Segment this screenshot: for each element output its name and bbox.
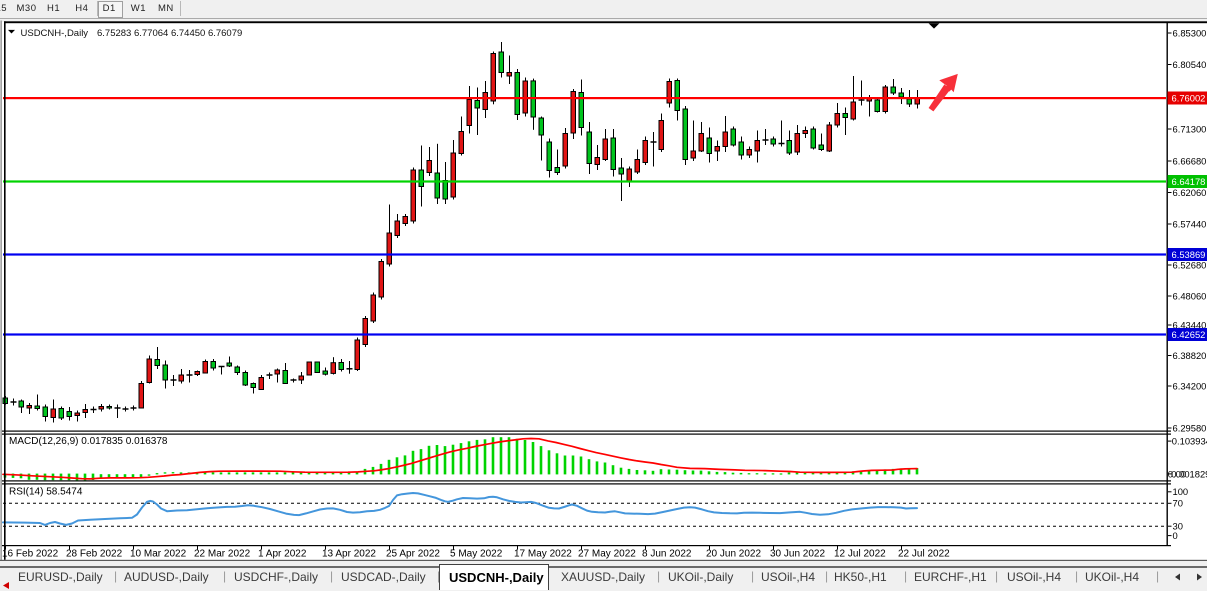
svg-text:28 Feb 2022: 28 Feb 2022 bbox=[66, 549, 123, 560]
svg-text:30 Jun 2022: 30 Jun 2022 bbox=[770, 549, 825, 560]
svg-text:MACD(12,26,9) 0.017835 0.01637: MACD(12,26,9) 0.017835 0.016378 bbox=[9, 436, 168, 447]
svg-text:6.62060: 6.62060 bbox=[1173, 187, 1207, 198]
svg-text:8 Jun 2022: 8 Jun 2022 bbox=[642, 549, 692, 560]
svg-text:25 Apr 2022: 25 Apr 2022 bbox=[386, 549, 440, 560]
svg-text:6.85300: 6.85300 bbox=[1173, 27, 1207, 38]
svg-text:USDCNH-,Daily: USDCNH-,Daily bbox=[21, 28, 89, 39]
svg-text:17 May 2022: 17 May 2022 bbox=[514, 549, 572, 560]
svg-text:22 Mar 2022: 22 Mar 2022 bbox=[194, 549, 251, 560]
svg-text:6.38820: 6.38820 bbox=[1173, 350, 1207, 361]
svg-text:1 Apr 2022: 1 Apr 2022 bbox=[258, 549, 307, 560]
svg-text:6.53869: 6.53869 bbox=[1172, 249, 1206, 260]
svg-text:6.75283 6.77064 6.74450 6.7607: 6.75283 6.77064 6.74450 6.76079 bbox=[97, 28, 242, 39]
svg-text:12 Jul 2022: 12 Jul 2022 bbox=[834, 549, 886, 560]
svg-text:0.103934: 0.103934 bbox=[1172, 436, 1207, 447]
svg-text:13 Apr 2022: 13 Apr 2022 bbox=[322, 549, 376, 560]
svg-text:6.29580: 6.29580 bbox=[1173, 422, 1207, 433]
svg-text:6.80540: 6.80540 bbox=[1173, 59, 1207, 70]
svg-text:0.001829: 0.001829 bbox=[1171, 469, 1207, 480]
svg-text:70: 70 bbox=[1173, 498, 1183, 509]
svg-text:5 May 2022: 5 May 2022 bbox=[450, 549, 503, 560]
svg-text:6.42652: 6.42652 bbox=[1172, 329, 1206, 340]
svg-text:6.64178: 6.64178 bbox=[1172, 176, 1206, 187]
svg-text:6.76002: 6.76002 bbox=[1172, 92, 1206, 103]
svg-text:6.34200: 6.34200 bbox=[1173, 380, 1207, 391]
svg-text:6.71300: 6.71300 bbox=[1173, 123, 1207, 134]
svg-text:27 May 2022: 27 May 2022 bbox=[578, 549, 636, 560]
svg-text:0: 0 bbox=[1173, 530, 1178, 541]
svg-text:RSI(14) 58.5474: RSI(14) 58.5474 bbox=[9, 486, 83, 497]
svg-text:10 Mar 2022: 10 Mar 2022 bbox=[130, 549, 187, 560]
svg-text:20 Jun 2022: 20 Jun 2022 bbox=[706, 549, 761, 560]
svg-text:22 Jul 2022: 22 Jul 2022 bbox=[898, 549, 950, 560]
svg-text:6.66680: 6.66680 bbox=[1173, 155, 1207, 166]
svg-text:6.57440: 6.57440 bbox=[1173, 218, 1207, 229]
svg-text:16 Feb 2022: 16 Feb 2022 bbox=[2, 549, 59, 560]
svg-text:6.48060: 6.48060 bbox=[1173, 290, 1207, 301]
svg-text:100: 100 bbox=[1173, 486, 1189, 497]
